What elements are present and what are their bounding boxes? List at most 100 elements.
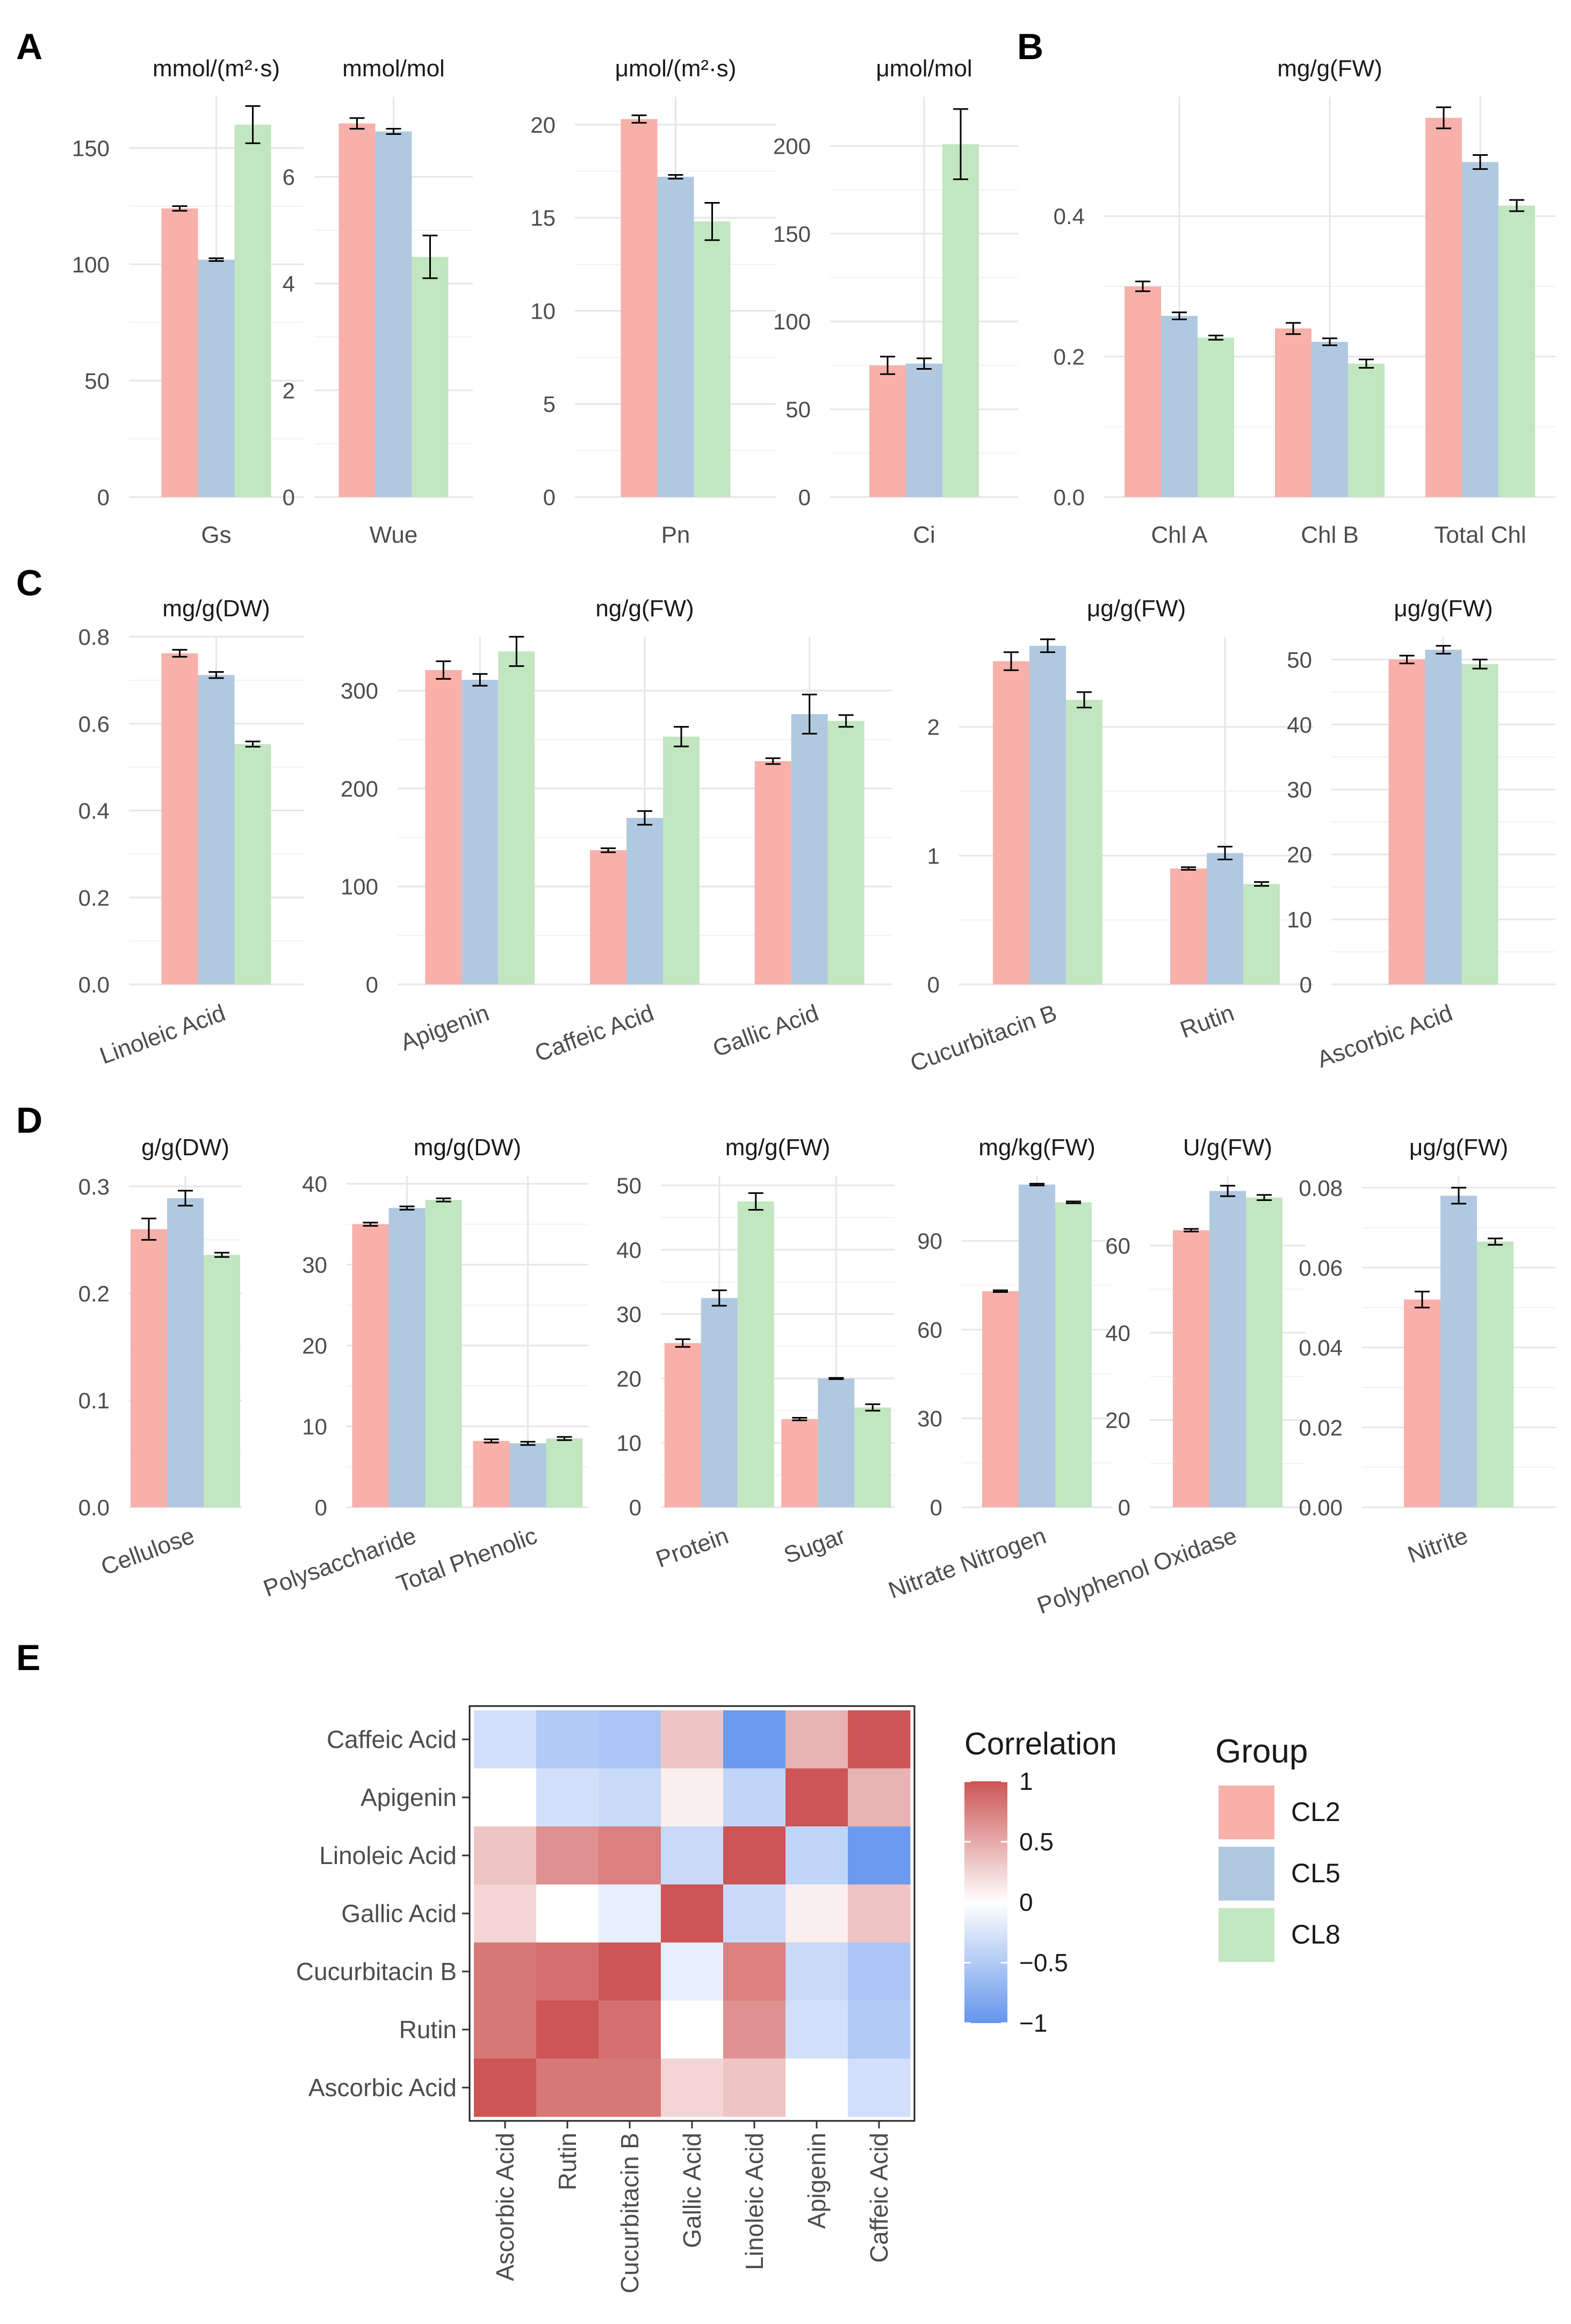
bar-cl8 — [737, 1201, 774, 1507]
y-tick-label: 30 — [616, 1302, 642, 1327]
y-tick-label: 200 — [773, 133, 811, 159]
y-tick-label: 15 — [530, 205, 556, 231]
y-tick-label: 40 — [1105, 1320, 1130, 1346]
bar-cl8 — [412, 257, 449, 497]
bar-cl2 — [1275, 328, 1311, 497]
bar-cl2 — [1125, 286, 1161, 497]
heatmap-cell — [599, 1710, 661, 1769]
bar-cl8 — [1348, 363, 1385, 497]
heatmap-cell — [661, 1710, 724, 1769]
y-tick-label: 2 — [927, 715, 940, 740]
y-tick-label: 100 — [72, 252, 110, 277]
heatmap-cell — [661, 1942, 724, 2001]
x-tick-label: Gs — [201, 522, 231, 548]
heatmap-cell — [723, 1884, 786, 1943]
y-tick-label: 0.0 — [1054, 485, 1085, 510]
y-tick-label: 0.6 — [78, 711, 110, 737]
legend-label-cl2: CL2 — [1291, 1797, 1341, 1827]
colorbar — [964, 1781, 1007, 2023]
correlation-legend-title: Correlation — [964, 1726, 1117, 1761]
legend-label-cl8: CL8 — [1291, 1919, 1341, 1949]
legends: Correlation 1 0.5 0 −0.5 −1 Group CL2 CL5 CL8 — [964, 1726, 1341, 2037]
bar-cl5 — [1207, 853, 1243, 984]
heatmap-col-label: Linoleic Acid — [740, 2133, 768, 2270]
bar-cl2 — [664, 1343, 701, 1507]
bar-cl8 — [854, 1407, 891, 1507]
y-tick-label: 5 — [543, 392, 556, 417]
heatmap-cell — [848, 1942, 911, 2001]
y-tick-label: 0.1 — [78, 1388, 110, 1413]
bar-cl8 — [663, 736, 700, 984]
bar-cl5 — [1440, 1196, 1477, 1507]
legend-key-cl5 — [1219, 1847, 1274, 1901]
heatmap-row-label: Caffeic Acid — [327, 1725, 457, 1753]
y-tick-label: 0.08 — [1299, 1175, 1343, 1200]
bar-cl5 — [818, 1378, 855, 1507]
chart-title: mg/g(FW) — [725, 1134, 831, 1161]
heatmap-cell — [661, 1768, 724, 1827]
heatmap-cell — [723, 1710, 786, 1769]
y-tick-label: 0 — [798, 485, 811, 510]
y-tick-label: 2 — [283, 378, 295, 403]
bar-cl8 — [1461, 664, 1498, 984]
bar-cl5 — [198, 675, 235, 984]
heatmap-cell — [661, 2001, 724, 2059]
y-tick-label: 50 — [616, 1173, 642, 1198]
bar-cl5 — [1462, 162, 1498, 498]
chart-title: μmol/(m²·s) — [615, 55, 737, 82]
heatmap-cell — [599, 1884, 661, 1943]
y-tick-label: 150 — [72, 135, 110, 161]
bar-cl5 — [375, 131, 412, 498]
heatmap-cell — [848, 1710, 911, 1769]
y-tick-label: 0 — [629, 1495, 642, 1520]
bar-cl8 — [498, 651, 535, 984]
y-tick-label: 90 — [917, 1228, 942, 1254]
y-tick-label: 150 — [773, 221, 811, 247]
heatmap-row-label: Cucurbitacin B — [296, 1958, 457, 1985]
y-tick-label: 100 — [773, 309, 811, 334]
y-tick-label: 1 — [927, 843, 940, 868]
heatmap-cell — [661, 1884, 724, 1943]
heatmap-cell — [848, 1826, 911, 1885]
heatmap-col-label: Apigenin — [803, 2133, 831, 2229]
heatmap-cell — [536, 2001, 599, 2059]
chart-title: μmol/mol — [876, 55, 972, 82]
bar-cl5 — [1209, 1191, 1246, 1507]
heatmap-row-label: Linoleic Acid — [319, 1841, 457, 1869]
x-tick-label: Pn — [661, 522, 690, 548]
bar-chart-0: mmol/(m²·s) 0 50 100 150 Gs — [72, 55, 304, 548]
y-tick-label: 10 — [1287, 907, 1312, 932]
heatmap-cell — [723, 1768, 786, 1827]
heatmap-cell — [786, 1884, 848, 1943]
bar-cl5 — [1161, 315, 1198, 497]
heatmap-cell — [474, 1826, 537, 1885]
bar-cl8 — [942, 144, 979, 497]
x-tick-label: Chl A — [1151, 522, 1208, 548]
y-tick-label: 0.02 — [1299, 1415, 1343, 1440]
y-tick-label: 50 — [84, 368, 110, 393]
y-tick-label: 0.04 — [1299, 1335, 1343, 1361]
heatmap-cell — [536, 1884, 599, 1943]
chart-title: g/g(DW) — [141, 1134, 229, 1161]
heatmap-col-label: Gallic Acid — [678, 2133, 706, 2248]
x-tick-label: Chl B — [1301, 522, 1359, 548]
chart-title: U/g(FW) — [1183, 1134, 1272, 1161]
y-tick-label: 0.00 — [1299, 1495, 1343, 1520]
heatmap-cell — [536, 1710, 599, 1769]
bar-cl2 — [338, 123, 376, 497]
bar-cl8 — [827, 721, 864, 984]
heatmap-cell — [786, 2059, 848, 2117]
bar-cl5 — [167, 1198, 204, 1507]
bar-cl5 — [1311, 342, 1348, 497]
heatmap-cell — [661, 1826, 724, 1885]
heatmap-col-label: Caffeic Acid — [865, 2133, 893, 2263]
panel-label-c: C — [16, 563, 42, 603]
heatmap-cell — [536, 1826, 599, 1885]
bar-cl2 — [1173, 1230, 1209, 1507]
bar-cl5 — [509, 1443, 546, 1507]
heatmap-cell — [536, 1942, 599, 2001]
bar-cl2 — [590, 850, 626, 984]
y-tick-label: 20 — [616, 1366, 642, 1391]
heatmap-cell — [786, 1942, 848, 2001]
bar-cl5 — [1029, 645, 1066, 984]
